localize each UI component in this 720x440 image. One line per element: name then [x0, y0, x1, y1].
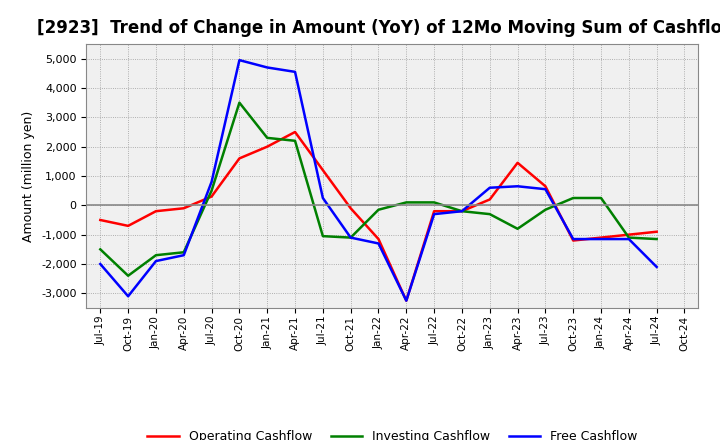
Operating Cashflow [624, 232, 633, 237]
Operating Cashflow [179, 205, 188, 211]
Legend: Operating Cashflow, Investing Cashflow, Free Cashflow: Operating Cashflow, Investing Cashflow, … [143, 425, 642, 440]
Operating Cashflow [207, 194, 216, 199]
Free Cashflow [152, 258, 161, 264]
Free Cashflow [597, 236, 606, 242]
Free Cashflow [458, 209, 467, 214]
Investing Cashflow [485, 212, 494, 217]
Free Cashflow [96, 261, 104, 267]
Free Cashflow [291, 69, 300, 74]
Free Cashflow [346, 235, 355, 240]
Line: Investing Cashflow: Investing Cashflow [100, 103, 657, 276]
Operating Cashflow [485, 197, 494, 202]
Investing Cashflow [263, 135, 271, 140]
Operating Cashflow [346, 205, 355, 211]
Operating Cashflow [652, 229, 661, 235]
Free Cashflow [374, 241, 383, 246]
Free Cashflow [263, 65, 271, 70]
Investing Cashflow [318, 234, 327, 239]
Operating Cashflow [597, 235, 606, 240]
Investing Cashflow [346, 235, 355, 240]
Free Cashflow [235, 58, 243, 63]
Investing Cashflow [624, 235, 633, 240]
Operating Cashflow [152, 209, 161, 214]
Operating Cashflow [513, 160, 522, 165]
Investing Cashflow [96, 247, 104, 252]
Investing Cashflow [179, 249, 188, 255]
Free Cashflow [485, 185, 494, 191]
Investing Cashflow [652, 236, 661, 242]
Free Cashflow [402, 298, 410, 303]
Investing Cashflow [513, 226, 522, 231]
Operating Cashflow [541, 183, 550, 189]
Operating Cashflow [374, 236, 383, 242]
Line: Operating Cashflow: Operating Cashflow [100, 132, 657, 301]
Free Cashflow [430, 212, 438, 217]
Investing Cashflow [430, 200, 438, 205]
Operating Cashflow [124, 223, 132, 228]
Investing Cashflow [291, 138, 300, 143]
Operating Cashflow [458, 209, 467, 214]
Investing Cashflow [402, 200, 410, 205]
Operating Cashflow [263, 144, 271, 149]
Operating Cashflow [402, 298, 410, 303]
Line: Free Cashflow: Free Cashflow [100, 60, 657, 301]
Title: [2923]  Trend of Change in Amount (YoY) of 12Mo Moving Sum of Cashflows: [2923] Trend of Change in Amount (YoY) o… [37, 19, 720, 37]
Investing Cashflow [569, 195, 577, 201]
Operating Cashflow [291, 129, 300, 135]
Free Cashflow [541, 187, 550, 192]
Free Cashflow [513, 183, 522, 189]
Free Cashflow [652, 264, 661, 270]
Investing Cashflow [207, 188, 216, 193]
Operating Cashflow [235, 156, 243, 161]
Free Cashflow [207, 179, 216, 184]
Investing Cashflow [458, 209, 467, 214]
Operating Cashflow [96, 217, 104, 223]
Free Cashflow [624, 236, 633, 242]
Investing Cashflow [124, 273, 132, 279]
Free Cashflow [569, 236, 577, 242]
Operating Cashflow [318, 168, 327, 173]
Y-axis label: Amount (million yen): Amount (million yen) [22, 110, 35, 242]
Investing Cashflow [374, 207, 383, 213]
Free Cashflow [318, 195, 327, 201]
Free Cashflow [124, 293, 132, 299]
Investing Cashflow [597, 195, 606, 201]
Investing Cashflow [541, 207, 550, 213]
Investing Cashflow [152, 253, 161, 258]
Investing Cashflow [235, 100, 243, 105]
Operating Cashflow [569, 238, 577, 243]
Operating Cashflow [430, 209, 438, 214]
Free Cashflow [179, 253, 188, 258]
